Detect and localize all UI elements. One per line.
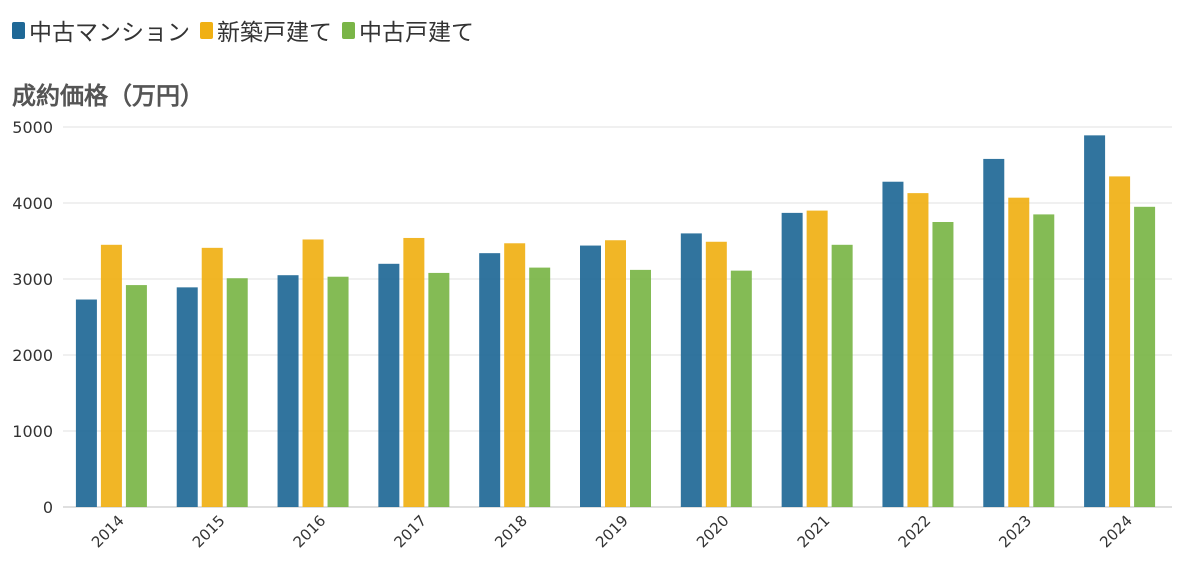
y-tick-label: 4000 (12, 194, 53, 213)
bar-中古戸建て-2024[interactable] (1134, 206, 1156, 508)
bar-新築戸建て-2022[interactable] (907, 193, 929, 507)
bar-新築戸建て-2023[interactable] (1008, 197, 1030, 507)
x-tick-label: 2022 (895, 512, 935, 552)
y-tick-label: 5000 (12, 118, 53, 137)
legend-label-used-condo: 中古マンション (29, 20, 190, 46)
x-tick-label: 2023 (995, 512, 1035, 552)
x-tick-label: 2015 (189, 512, 229, 552)
y-tick-label: 0 (43, 498, 53, 517)
x-tick-label: 2020 (693, 512, 733, 552)
bar-新築戸建て-2016[interactable] (302, 239, 324, 508)
bar-新築戸建て-2024[interactable] (1109, 176, 1131, 507)
bar-中古戸建て-2019[interactable] (630, 269, 651, 507)
bar-新築戸建て-2021[interactable] (806, 210, 828, 507)
x-tick-label: 2019 (592, 512, 632, 552)
bar-中古マンション-2021[interactable] (781, 212, 803, 507)
x-tick-label: 2014 (88, 512, 128, 552)
bar-新築戸建て-2018[interactable] (504, 243, 526, 507)
bar-中古戸建て-2020[interactable] (730, 270, 752, 507)
y-axis-title: 成約価格（万円） (12, 82, 204, 110)
x-tick-label: 2018 (491, 512, 531, 552)
legend-swatch-used-condo (12, 21, 25, 39)
bar-中古マンション-2020[interactable] (680, 233, 702, 507)
bar-中古戸建て-2015[interactable] (226, 278, 248, 507)
y-tick-label: 3000 (12, 270, 53, 289)
x-tick-label: 2024 (1096, 512, 1136, 552)
bar-中古マンション-2015[interactable] (176, 287, 198, 507)
bar-中古戸建て-2016[interactable] (327, 276, 349, 507)
bar-中古戸建て-2018[interactable] (529, 267, 551, 507)
legend-item-used-house[interactable]: 中古戸建て (342, 13, 474, 47)
bar-中古マンション-2018[interactable] (479, 253, 501, 507)
legend-item-used-condo[interactable]: 中古マンション (12, 13, 190, 47)
bar-新築戸建て-2019[interactable] (605, 240, 626, 508)
y-tick-label: 2000 (12, 346, 53, 365)
y-tick-label: 1000 (12, 422, 53, 441)
legend-swatch-new-house (200, 21, 213, 39)
legend-item-new-house[interactable]: 新築戸建て (200, 13, 332, 47)
bar-中古戸建て-2014[interactable] (125, 285, 147, 507)
bar-中古マンション-2019[interactable] (580, 245, 601, 507)
bar-中古戸建て-2017[interactable] (428, 272, 450, 507)
x-tick-label: 2017 (390, 512, 430, 552)
bar-新築戸建て-2015[interactable] (201, 247, 223, 507)
legend-label-used-house: 中古戸建て (359, 20, 474, 46)
legend-label-new-house: 新築戸建て (217, 20, 332, 46)
bar-中古戸建て-2022[interactable] (932, 222, 954, 507)
bar-中古マンション-2017[interactable] (378, 263, 400, 507)
bar-中古戸建て-2021[interactable] (831, 244, 853, 508)
bar-新築戸建て-2014[interactable] (100, 244, 122, 508)
bar-中古マンション-2014[interactable] (75, 299, 97, 507)
x-tick-label: 2016 (290, 512, 330, 552)
bar-新築戸建て-2017[interactable] (403, 237, 425, 507)
legend-swatch-used-house (342, 21, 355, 39)
bar-中古マンション-2024[interactable] (1084, 135, 1106, 508)
bar-新築戸建て-2020[interactable] (705, 241, 727, 507)
chart-legend: 中古マンション 新築戸建て 中古戸建て (12, 14, 484, 46)
bar-中古マンション-2022[interactable] (882, 181, 904, 507)
bar-中古マンション-2016[interactable] (277, 275, 299, 507)
bar-中古マンション-2023[interactable] (983, 158, 1005, 508)
bar-中古戸建て-2023[interactable] (1033, 214, 1055, 507)
x-tick-label: 2021 (794, 512, 834, 552)
